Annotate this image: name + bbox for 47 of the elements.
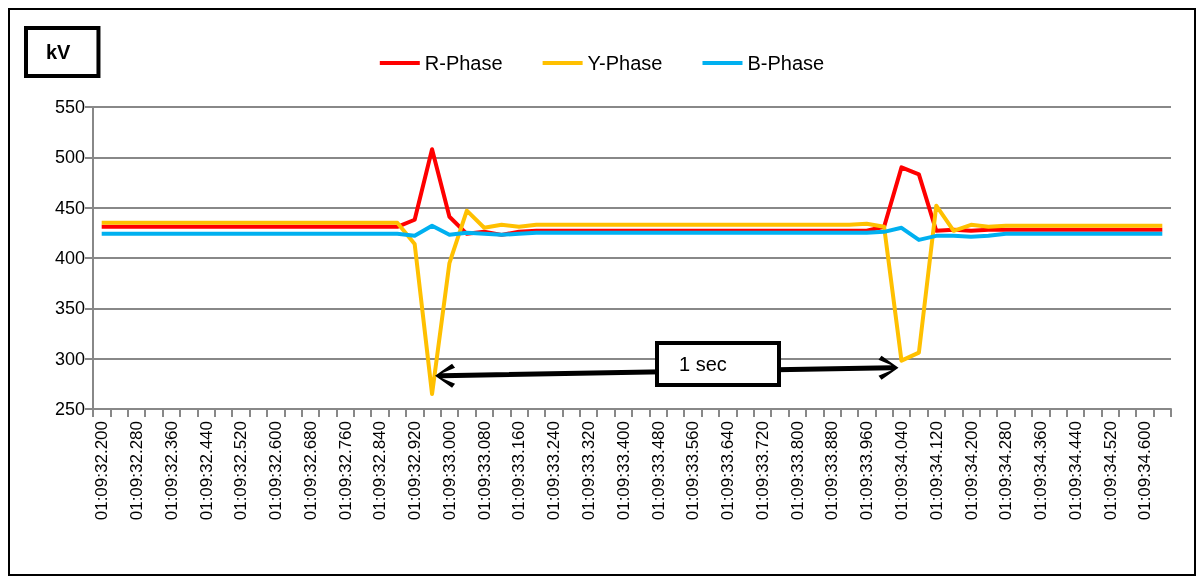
annotation: 1 sec (679, 352, 727, 376)
y-tick-label: 500 (54, 147, 85, 168)
x-tick-label: 01:09:33.240 (544, 421, 564, 521)
x-tick-label: 01:09:32.840 (370, 421, 390, 521)
y-tick-label: 250 (54, 399, 85, 419)
x-tick-label: 01:09:32.920 (405, 421, 425, 521)
legend-label: B-Phase (747, 52, 825, 74)
x-tick-label: 01:09:32.520 (231, 421, 251, 521)
x-tick-label: 01:09:32.440 (196, 421, 216, 521)
x-tick-label: 01:09:32.680 (300, 421, 320, 521)
line-series (99, 147, 1165, 237)
x-tick-label: 01:09:33.160 (509, 421, 529, 521)
x-tick-label: 01:09:33.400 (613, 421, 633, 521)
x-tick-label: 01:09:32.760 (335, 421, 355, 521)
x-tick-label: 01:09:33.640 (718, 421, 738, 521)
y-tick-label: 350 (54, 298, 85, 319)
y-tick-label: 400 (54, 248, 85, 268)
x-tick-label: 01:09:33.880 (822, 421, 842, 521)
legend-label: R-Phase (424, 52, 503, 74)
x-tick-label: 01:09:32.280 (126, 421, 146, 521)
x-tick-label: 01:09:33.960 (857, 421, 877, 521)
x-tick-label: 01:09:33.080 (474, 421, 494, 521)
x-tick-label: 01:09:34.040 (892, 421, 911, 521)
x-tick-label: 01:09:34.440 (1065, 421, 1085, 521)
x-tick-label: 01:09:33.720 (752, 421, 772, 521)
x-tick-label: 01:09:33.800 (787, 421, 807, 521)
x-tick-label: 01:09:32.600 (266, 421, 286, 521)
x-tick-label: 01:09:34.200 (961, 421, 981, 521)
legend-label: Y-Phase (587, 52, 663, 74)
x-tick-label: 01:09:33.000 (439, 421, 459, 521)
line-series (99, 223, 1165, 242)
x-tick-label: 01:09:34.520 (1100, 421, 1120, 521)
x-tick-label: 01:09:33.480 (648, 421, 668, 521)
x-tick-label: 01:09:33.320 (579, 421, 599, 521)
y-axis-title: kV (46, 41, 72, 63)
x-tick-label: 01:09:34.120 (926, 421, 946, 521)
line-series (99, 203, 1165, 396)
y-tick-label: 300 (54, 348, 85, 369)
x-tick-label: 01:09:34.360 (1031, 421, 1051, 521)
y-tick-label: 450 (54, 197, 85, 218)
x-tick-label: 01:09:34.280 (996, 421, 1016, 521)
text-box: 1 sec (655, 341, 781, 387)
y-tick-label: 550 (54, 97, 85, 117)
x-tick-label: 01:09:32.200 (92, 421, 112, 521)
x-tick-label: 01:09:33.560 (683, 421, 703, 521)
x-tick-label: 01:09:32.360 (161, 421, 181, 521)
x-tick-label: 01:09:34.600 (1135, 421, 1155, 521)
